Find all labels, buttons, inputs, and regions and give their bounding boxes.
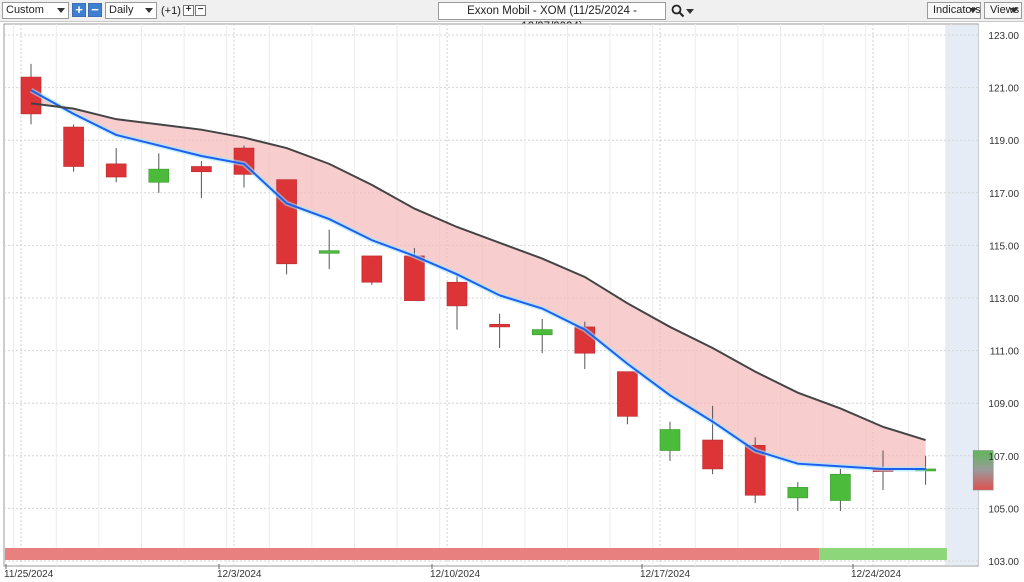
candle-body[interactable]	[446, 281, 468, 307]
candle-body[interactable]	[574, 326, 596, 354]
candle-body[interactable]	[276, 179, 297, 265]
candle-body[interactable]	[489, 323, 510, 328]
line-swatch-icon	[192, 31, 205, 33]
chevron-down-icon	[1010, 8, 1018, 13]
settings-dot-icon[interactable]	[178, 30, 183, 34]
candle-body[interactable]	[404, 255, 425, 301]
indicators-label: Indicators	[933, 4, 981, 16]
legend-label: NeuralX.Max	[299, 26, 357, 38]
y-tick-label: 119.00	[989, 136, 1019, 147]
zoom-out-button[interactable]: −	[88, 3, 102, 17]
line-swatch-icon	[88, 31, 101, 33]
preset-select-value: Custom	[6, 4, 44, 16]
candle-body[interactable]	[617, 371, 638, 417]
period-select[interactable]: Daily	[105, 2, 157, 19]
candle-body[interactable]	[318, 250, 340, 254]
legend-label: Medium.Actual	[208, 26, 275, 38]
medium-predict-line[interactable]	[30, 89, 926, 470]
legend-item-medium-predict[interactable]: Medium.Predict	[88, 26, 183, 38]
preset-select[interactable]: Custom	[2, 2, 69, 19]
signal-bar-bearish	[5, 548, 820, 560]
toolbar: Custom + − Daily (+1) + − Exxon Mobil - …	[0, 0, 1024, 33]
magnifier-icon[interactable]	[670, 3, 686, 19]
chevron-down-icon	[57, 8, 65, 13]
y-tick-label: 111.00	[990, 347, 1020, 358]
forecast-candle[interactable]	[972, 450, 994, 491]
y-tick-label: 117.00	[989, 189, 1019, 200]
candle-body[interactable]	[191, 166, 212, 173]
y-tick-label: 105.00	[988, 504, 1019, 515]
legend-item-bar[interactable]: Bar	[48, 26, 79, 38]
candle-body[interactable]	[148, 168, 170, 183]
candle-body[interactable]	[531, 329, 553, 336]
indicators-button[interactable]: Indicators	[927, 2, 981, 19]
chevron-down-icon	[969, 8, 977, 13]
candle-body[interactable]	[787, 487, 809, 499]
candle-body[interactable]	[105, 163, 127, 178]
chevron-down-icon	[145, 8, 153, 13]
zoom-in-button[interactable]: +	[72, 3, 86, 17]
views-label: Views	[990, 4, 1020, 16]
y-tick-label: 113.00	[989, 294, 1019, 305]
candle-body[interactable]	[702, 439, 723, 470]
candle-body[interactable]	[20, 76, 42, 115]
candle-body[interactable]	[659, 429, 681, 451]
forecast-region	[945, 25, 978, 565]
offset-increase-button[interactable]: +	[183, 5, 194, 16]
chevron-down-icon[interactable]	[686, 9, 694, 14]
signal-bar-bullish	[819, 548, 947, 560]
period-select-value: Daily	[109, 4, 134, 16]
plus-icon: +	[185, 4, 192, 15]
settings-dot-icon[interactable]	[360, 30, 365, 34]
y-tick-label: 107.00	[988, 452, 1019, 463]
y-tick-label: 121.00	[988, 84, 1019, 95]
candle-body[interactable]	[830, 473, 851, 501]
legend-label: Medium.Predict	[104, 26, 175, 38]
offset-decrease-button[interactable]: −	[195, 5, 206, 16]
x-tick-label: 12/24/2024	[851, 569, 901, 580]
x-tick-label: 12/10/2024	[430, 569, 480, 580]
chart-legend: Bar Medium.Predict Medium.Actual NeuralX…	[48, 26, 365, 38]
candle-body[interactable]	[63, 126, 84, 167]
candle-body[interactable]	[872, 468, 894, 472]
x-tick-label: 11/25/2024	[4, 569, 54, 580]
bar-swatch-icon	[48, 27, 59, 37]
legend-label: Bar	[63, 26, 79, 38]
flag-swatch-icon	[284, 28, 296, 36]
candle-body[interactable]	[915, 468, 936, 472]
x-tick-label: 12/3/2024	[217, 569, 262, 580]
medium-actual-line[interactable]	[30, 102, 926, 441]
candle-body[interactable]	[233, 147, 255, 175]
candle-body[interactable]	[361, 255, 383, 283]
legend-item-medium-actual[interactable]: Medium.Actual	[192, 26, 274, 38]
band-fill	[31, 90, 926, 469]
offset-label: (+1)	[161, 5, 181, 17]
y-tick-label: 123.00	[988, 31, 1019, 42]
symbol-title[interactable]: Exxon Mobil - XOM (11/25/2024 - 12/27/20…	[438, 2, 666, 33]
plus-icon: +	[75, 2, 83, 17]
y-tick-label: 115.00	[989, 241, 1019, 252]
plot-area[interactable]	[3, 23, 979, 567]
x-tick-label: 12/17/2024	[640, 569, 690, 580]
views-button[interactable]: Views	[984, 2, 1022, 19]
legend-item-neuralx-max[interactable]: NeuralX.Max	[284, 26, 365, 38]
y-tick-label: 109.00	[988, 399, 1019, 410]
candle-body[interactable]	[744, 444, 766, 496]
minus-icon: −	[91, 2, 99, 17]
minus-icon: −	[197, 4, 204, 15]
y-tick-label: 103.00	[988, 557, 1019, 568]
medium-predict-glow	[29, 88, 926, 472]
